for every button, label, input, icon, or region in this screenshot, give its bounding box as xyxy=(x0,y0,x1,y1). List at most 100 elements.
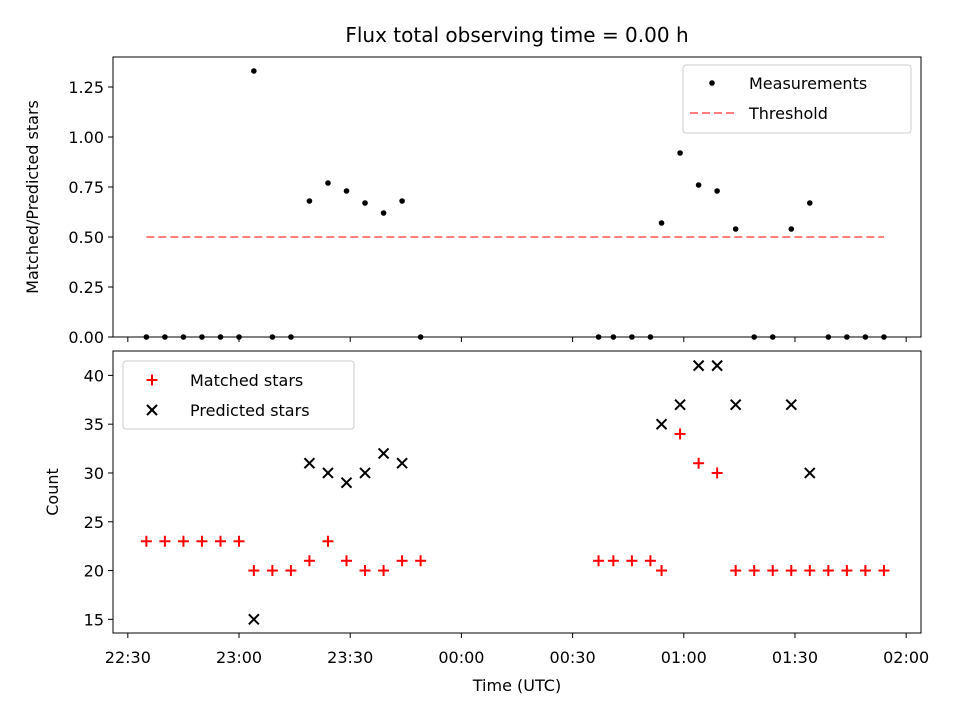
matched-stars-point xyxy=(303,555,315,567)
legend-measurements-marker xyxy=(709,80,715,86)
top-y-ticks: 0.00 0.25 0.50 0.75 1.00 1.25 xyxy=(68,78,113,347)
measurement-point xyxy=(306,198,313,204)
measurement-point xyxy=(658,220,665,226)
predicted-stars-point xyxy=(804,467,816,479)
top-y-axis-label: Matched/Predicted stars xyxy=(23,100,42,294)
x-tick-label: 23:30 xyxy=(327,648,373,667)
y-tick-label: 15 xyxy=(84,610,104,629)
matched-stars-point xyxy=(233,535,245,547)
bottom-axes-frame xyxy=(112,350,922,634)
matched-stars-point xyxy=(177,535,189,547)
measurement-point xyxy=(399,198,405,204)
matched-stars-point xyxy=(711,467,723,479)
top-legend: Measurements Threshold xyxy=(682,64,912,134)
predicted-stars-point xyxy=(396,457,408,469)
y-tick-label: 35 xyxy=(84,415,104,434)
predicted-stars-point xyxy=(377,447,390,460)
matched-stars-point xyxy=(322,535,334,547)
matched-stars-point xyxy=(140,535,152,547)
y-tick-label: 1.25 xyxy=(68,78,104,97)
top-axes-frame xyxy=(112,56,922,338)
measurement-point xyxy=(807,200,813,206)
measurement-point xyxy=(732,226,739,232)
legend-predicted-label: Predicted stars xyxy=(190,401,310,420)
bottom-x-ticks: 22:30 23:00 23:30 00:00 00:30 01:00 01:30 02:00 xyxy=(105,633,929,667)
x-tick-label: 22:30 xyxy=(105,648,151,667)
measurement-point xyxy=(325,180,331,186)
matched-stars-point xyxy=(804,565,816,577)
bottom-legend: Matched stars Predicted stars xyxy=(122,360,355,430)
measurement-point xyxy=(677,150,683,156)
predicted-stars-point xyxy=(248,613,260,626)
predicted-stars-point xyxy=(303,457,316,469)
predicted-stars-point xyxy=(322,467,334,479)
matched-stars-point xyxy=(341,555,353,567)
matched-stars-point xyxy=(841,565,853,577)
predicted-stars-point xyxy=(729,398,742,411)
legend-frame xyxy=(682,64,912,134)
matched-stars-point xyxy=(674,428,686,440)
y-tick-label: 0.75 xyxy=(68,178,104,197)
matched-stars-point xyxy=(730,565,742,577)
legend-threshold-label: Threshold xyxy=(748,104,828,123)
matched-stars-point xyxy=(767,565,779,577)
bottom-data-marks xyxy=(140,359,890,626)
matched-stars-point xyxy=(656,565,668,577)
x-tick-label: 00:30 xyxy=(550,648,596,667)
x-axis-label: Time (UTC) xyxy=(472,676,561,695)
predicted-stars-point xyxy=(359,467,371,479)
matched-stars-point xyxy=(214,535,226,547)
predicted-stars-point xyxy=(340,477,353,489)
y-tick-label: 0.50 xyxy=(68,228,104,247)
measurement-point xyxy=(251,68,257,74)
legend-measurements-label: Measurements xyxy=(749,74,867,93)
measurement-point xyxy=(788,226,795,232)
y-tick-label: 30 xyxy=(84,464,104,483)
matched-stars-point xyxy=(415,555,427,567)
x-tick-label: 23:00 xyxy=(216,648,262,667)
predicted-stars-point xyxy=(655,418,668,430)
y-tick-label: 1.00 xyxy=(68,128,104,147)
y-tick-label: 40 xyxy=(84,366,104,385)
top-chart-title: Flux total observing time = 0.00 h xyxy=(345,23,688,47)
bottom-y-ticks: 15 20 25 30 35 40 xyxy=(84,366,113,629)
top-panel: Flux total observing time = 0.00 h Match… xyxy=(23,23,922,347)
matched-stars-point xyxy=(644,555,656,567)
y-tick-label: 0.00 xyxy=(68,328,104,347)
matched-stars-point xyxy=(159,535,171,547)
matched-stars-point xyxy=(266,565,278,577)
y-tick-label: 20 xyxy=(84,562,104,581)
matched-stars-point xyxy=(396,555,408,567)
bottom-y-axis-label: Count xyxy=(43,468,62,516)
y-tick-label: 0.25 xyxy=(68,278,104,297)
measurement-point xyxy=(362,200,368,206)
matched-stars-point xyxy=(822,565,834,577)
measurement-point xyxy=(714,188,720,194)
x-tick-label: 01:00 xyxy=(661,648,707,667)
measurement-point xyxy=(343,188,350,194)
matched-stars-point xyxy=(248,565,260,577)
measurement-point xyxy=(380,210,387,216)
bottom-panel: Count Time (UTC) 15 20 25 30 35 40 22:30 23:00… xyxy=(43,350,929,695)
x-tick-label: 00:00 xyxy=(438,648,484,667)
matched-stars-point xyxy=(196,535,208,547)
matched-stars-point xyxy=(748,565,760,577)
matched-stars-point xyxy=(859,565,871,577)
predicted-stars-point xyxy=(711,359,723,372)
predicted-stars-point xyxy=(785,398,797,411)
matched-stars-point xyxy=(285,565,297,577)
predicted-stars-point xyxy=(674,398,686,411)
matched-stars-point xyxy=(626,555,638,567)
matched-stars-point xyxy=(359,565,371,577)
measurement-point xyxy=(695,182,702,188)
matched-stars-point xyxy=(378,565,390,577)
matched-stars-point xyxy=(693,457,705,469)
matched-stars-point xyxy=(593,555,605,567)
x-tick-label: 02:00 xyxy=(883,648,929,667)
matched-stars-point xyxy=(878,565,890,577)
matched-stars-point xyxy=(785,565,797,577)
x-tick-label: 01:30 xyxy=(772,648,818,667)
predicted-stars-point xyxy=(692,359,705,372)
legend-matched-label: Matched stars xyxy=(190,371,303,390)
